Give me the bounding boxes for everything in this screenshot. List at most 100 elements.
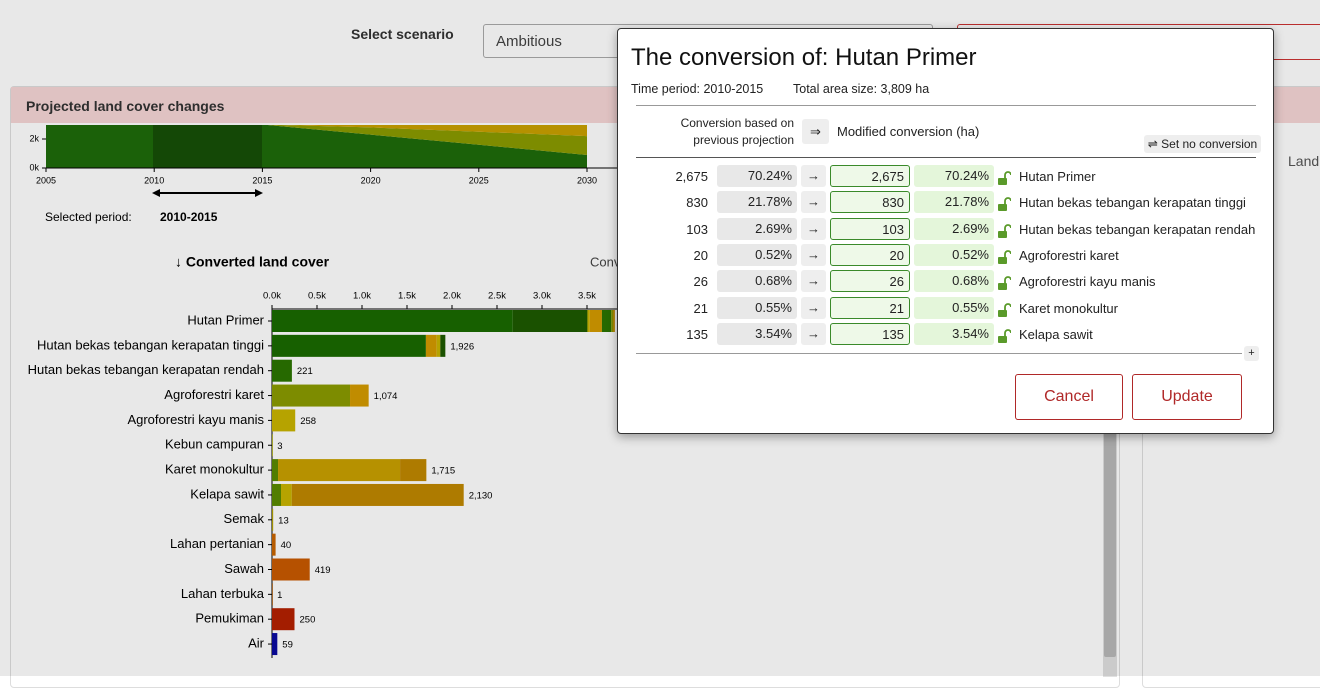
- y-tick-label: Kelapa sawit: [190, 486, 264, 501]
- lock-icon[interactable]: [998, 250, 1012, 264]
- new-value-input[interactable]: 830: [830, 191, 910, 214]
- reset-button[interactable]: ⇌ Set no conversion: [1144, 135, 1261, 153]
- lock-glyph: [998, 197, 1012, 212]
- new-value-input[interactable]: 103: [830, 217, 910, 240]
- copy-button[interactable]: ⇒: [802, 119, 829, 144]
- new-percent: 2.69%: [914, 217, 994, 240]
- bar-total-label: 13: [278, 515, 289, 526]
- bar-segment: [512, 310, 588, 332]
- bar-segment: [272, 533, 276, 556]
- copy-row-button[interactable]: →: [801, 191, 826, 214]
- panel-title: Projected land cover changes: [26, 98, 225, 114]
- bar-segment: [272, 558, 310, 581]
- prev-percent: 0.55%: [717, 296, 797, 319]
- copy-row-button[interactable]: →: [801, 322, 826, 345]
- new-header: Modified conversion (ha): [837, 124, 980, 139]
- bar-segment: [272, 359, 292, 382]
- bar-segment: [281, 483, 292, 506]
- tab[interactable]: Land: [1288, 153, 1320, 169]
- new-percent: 70.24%: [914, 165, 994, 187]
- prev-value: 830: [686, 195, 708, 211]
- x-tick-label: 2005: [36, 175, 56, 185]
- bar-total-label: 3: [277, 441, 282, 452]
- bar-total-label: 59: [282, 640, 293, 651]
- y-tick-label: Pemukiman: [195, 611, 264, 626]
- lock-icon[interactable]: [998, 302, 1012, 317]
- land-cover-name: Kelapa sawit: [1019, 326, 1093, 342]
- bar-segment: [589, 310, 602, 332]
- copy-row-button[interactable]: →: [801, 296, 826, 319]
- y-tick-label: Lahan terbuka: [181, 586, 265, 601]
- bar-segment: [425, 334, 437, 357]
- lock-icon[interactable]: [998, 223, 1012, 238]
- lock-glyph: [998, 223, 1012, 238]
- new-percent: 21.78%: [914, 191, 994, 214]
- area: [46, 125, 587, 168]
- bar-total-label: 221: [297, 366, 313, 377]
- prev-value: 20: [693, 247, 708, 263]
- period-label: Selected period:: [45, 210, 132, 224]
- x-tick-label: 0.0k: [263, 291, 281, 302]
- lock-glyph: [998, 250, 1012, 264]
- prev-percent: 21.78%: [717, 191, 797, 214]
- x-tick-label: 1.5k: [398, 291, 416, 302]
- lock-icon[interactable]: [998, 197, 1012, 212]
- new-value-input[interactable]: 21: [830, 296, 910, 319]
- lock-icon[interactable]: [998, 171, 1012, 185]
- bar-segment: [440, 334, 446, 357]
- x-tick-label: 1.0k: [353, 291, 371, 302]
- bar-segment: [613, 310, 615, 332]
- prev-header: Conversion based on previous projection: [680, 116, 794, 147]
- bar-total-label: 250: [300, 615, 316, 626]
- prev-percent: 70.24%: [717, 165, 797, 187]
- bar-total-label: 1,715: [431, 466, 455, 477]
- time-period: Time period: 2010-2015: [631, 82, 764, 96]
- x-tick-label: 2.5k: [488, 291, 506, 302]
- add-row-button[interactable]: +: [1244, 346, 1259, 361]
- copy-row-button[interactable]: →: [801, 243, 826, 266]
- x-tick-label: 2015: [252, 175, 272, 185]
- period-value: 2010-2015: [160, 210, 218, 224]
- land-cover-name: Karet monokultur: [1019, 300, 1118, 316]
- y-tick-label: Hutan Primer: [187, 312, 264, 327]
- total-area: Total area size: 3,809 ha: [793, 82, 930, 96]
- y-tick-label: 2k: [29, 133, 39, 143]
- lock-icon[interactable]: [998, 276, 1012, 291]
- copy-row-button[interactable]: →: [801, 165, 826, 187]
- bar-title: ↓ Converted land cover: [175, 254, 330, 270]
- copy-row-button[interactable]: →: [801, 270, 826, 293]
- charts: Selected period: 2010-2015 ↓ Converted l…: [28, 125, 1109, 658]
- x-tick-label: 0.5k: [308, 291, 326, 302]
- x-tick-label: 2010: [144, 175, 164, 185]
- lock-icon[interactable]: [998, 328, 1012, 343]
- bar-segment: [272, 483, 281, 506]
- bar-segment: [272, 608, 295, 631]
- y-tick-label: Air: [248, 635, 265, 650]
- update-button[interactable]: Update: [1132, 374, 1242, 420]
- y-tick-label: Sawah: [224, 561, 264, 576]
- prev-value: 21: [693, 300, 708, 316]
- bar-segment: [272, 384, 351, 407]
- copy-row-button[interactable]: →: [801, 217, 826, 240]
- x-tick-label: 2025: [469, 175, 489, 185]
- bar-segment: [272, 508, 274, 531]
- cancel-button[interactable]: Cancel: [1015, 374, 1123, 420]
- new-value-input[interactable]: 2,675: [830, 165, 910, 187]
- scenario-label: Select scenario: [351, 26, 454, 42]
- new-percent: 3.54%: [914, 322, 994, 345]
- bar-total-label: 40: [281, 540, 292, 551]
- new-value-input[interactable]: 26: [830, 270, 910, 293]
- bar-segment: [291, 483, 464, 506]
- bar-segment: [601, 310, 612, 332]
- period-highlight: [153, 125, 262, 168]
- lock-glyph: [998, 328, 1012, 343]
- bar-segment: [272, 583, 273, 606]
- new-value-input[interactable]: 135: [830, 322, 910, 345]
- bar-total-label: 419: [315, 565, 331, 576]
- area: [281, 125, 587, 137]
- new-value-input[interactable]: 20: [830, 243, 910, 266]
- bar-segment: [400, 459, 427, 482]
- bar-segment: [272, 334, 426, 357]
- bar-total-label: 1,926: [450, 341, 474, 352]
- x-tick-label: 2030: [577, 175, 597, 185]
